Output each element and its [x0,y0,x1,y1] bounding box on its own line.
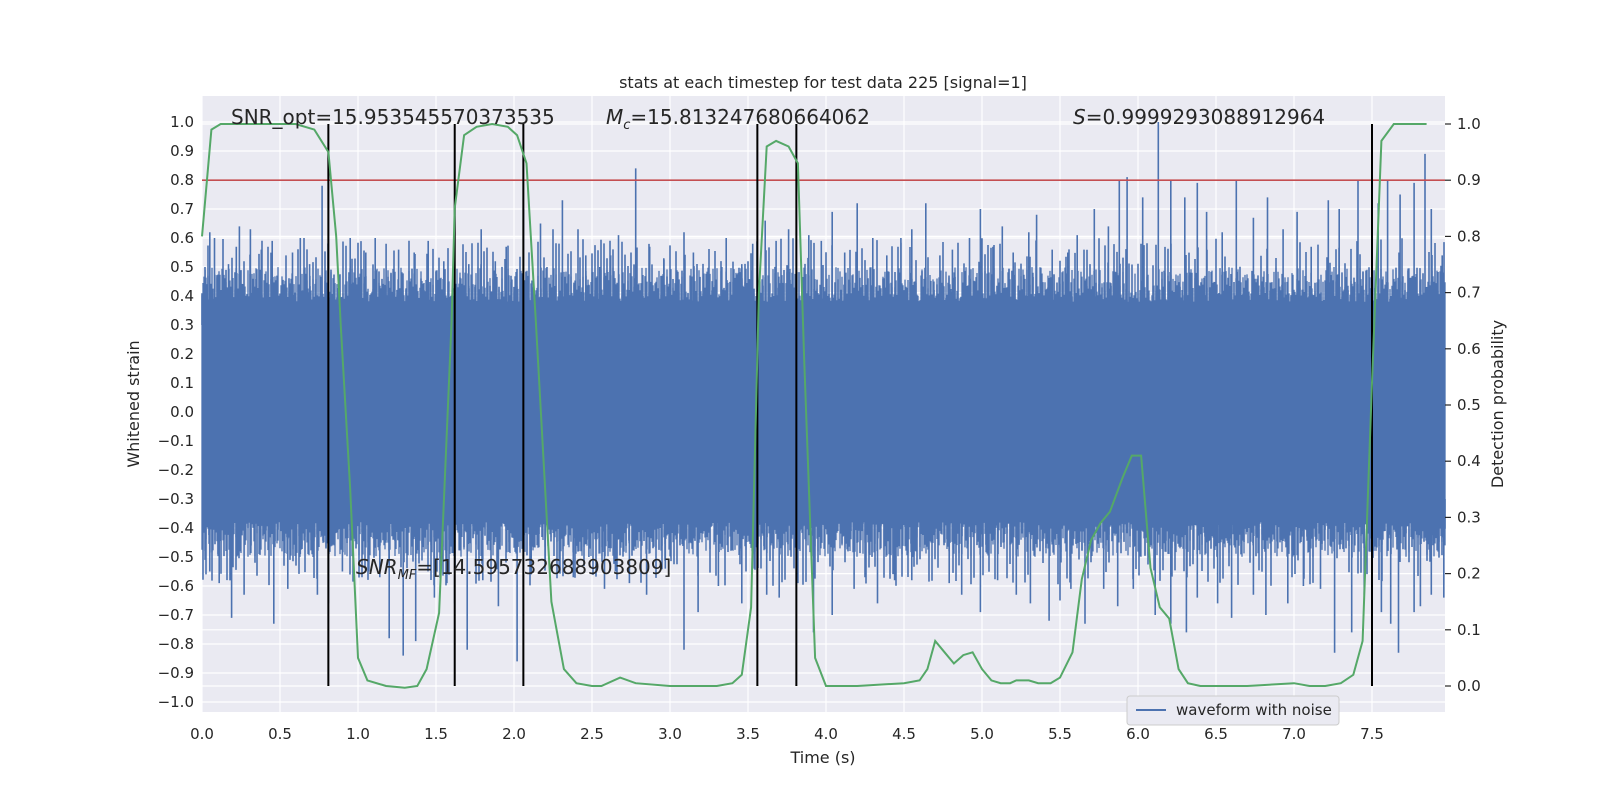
chirp-mass-annotation: Mc=15.813247680664062 [606,105,870,133]
y2-tick-label: 0.0 [1457,677,1481,695]
x-tick-label: 1.0 [346,725,370,743]
y2-tick-label: 0.8 [1457,227,1481,245]
y-tick-label: −0.6 [158,577,194,595]
legend-label: waveform with noise [1176,701,1332,719]
y-tick-label: 0.6 [170,229,194,247]
y2-axis-label: Detection probability [1488,320,1507,488]
y2-tick-label: 0.4 [1457,452,1481,470]
y-tick-label: 0.0 [170,403,194,421]
y-tick-label: 0.7 [170,200,194,218]
x-tick-label: 0.0 [190,725,214,743]
x-tick-label: 1.5 [424,725,448,743]
y2-tick-label: 0.3 [1457,508,1481,526]
x-tick-label: 6.0 [1126,725,1150,743]
y-tick-label: 0.1 [170,374,194,392]
waveform-spikes [201,122,1446,662]
y2-tick-label: 0.5 [1457,396,1481,414]
y-tick-label: 0.2 [170,345,194,363]
vertical-markers [327,124,1373,686]
x-tick-label: 2.5 [580,725,604,743]
y-tick-label: 0.3 [170,316,194,334]
y-tick-label: −0.9 [158,664,194,682]
x-tick-label: 0.5 [268,725,292,743]
y2-tick-label: 0.6 [1457,340,1481,358]
y2-tick-label: 0.2 [1457,565,1481,583]
y2-ticks: 1.0 0.9 0.8 0.7 0.6 0.5 0.4 0.3 0.2 0.1 0.0 [1445,115,1481,695]
y2-tick-label: 1.0 [1457,115,1481,133]
y-tick-label: 0.5 [170,258,194,276]
y-ticks: 1.0 0.9 0.8 0.7 0.6 0.5 0.4 0.3 0.2 0.1 0.0 −0.1 −0.… [158,113,194,711]
y2-tick-label: 0.9 [1457,171,1481,189]
x-tick-label: 3.5 [736,725,760,743]
x-tick-label: 3.0 [658,725,682,743]
x-tick-label: 4.5 [892,725,916,743]
waveform-series [201,122,1446,662]
legend-box [1126,695,1340,726]
x-tick-label: 2.0 [502,725,526,743]
y-tick-label: −0.5 [158,548,194,566]
x-tick-label: 7.5 [1360,725,1384,743]
y2-tick-label: 0.1 [1457,621,1481,639]
y-tick-label: −1.0 [158,693,194,711]
x-tick-label: 5.5 [1048,725,1072,743]
x-tick-label: 4.0 [814,725,838,743]
y-tick-label: 0.8 [170,171,194,189]
x-tick-label: 7.0 [1282,725,1306,743]
probability-line [201,122,1427,689]
x-axis-label: Time (s) [789,748,855,767]
y-tick-label: −0.8 [158,635,194,653]
waveform-band [201,267,1446,557]
chart-title: stats at each timestep for test data 225… [619,73,1027,92]
y-tick-label: −0.1 [158,432,194,450]
y-tick-label: 0.4 [170,287,194,305]
y-tick-label: −0.3 [158,490,194,508]
s-score-annotation: S=0.9999293088912964 [1073,105,1325,129]
x-tick-label: 6.5 [1204,725,1228,743]
y2-tick-label: 0.7 [1457,284,1481,302]
snr-mf-annotation: SNRMF=[14.595732688903809] [356,555,671,583]
y-axis-label: Whitened strain [124,340,143,467]
legend: waveform with noise [1126,695,1340,726]
y-tick-label: −0.2 [158,461,194,479]
y-tick-label: −0.4 [158,519,194,537]
x-ticks: 0.0 0.5 1.0 1.5 2.0 2.5 3.0 3.5 4.0 4.5 5.0 5.5 6.0 6… [190,725,1384,743]
y-tick-label: 0.9 [170,142,194,160]
y-tick-label: −0.7 [158,606,194,624]
probability-series [201,122,1427,689]
snr-opt-annotation: SNR_opt=15.953545570373535 [231,105,555,129]
x-tick-label: 5.0 [970,725,994,743]
y-tick-label: 1.0 [170,113,194,131]
